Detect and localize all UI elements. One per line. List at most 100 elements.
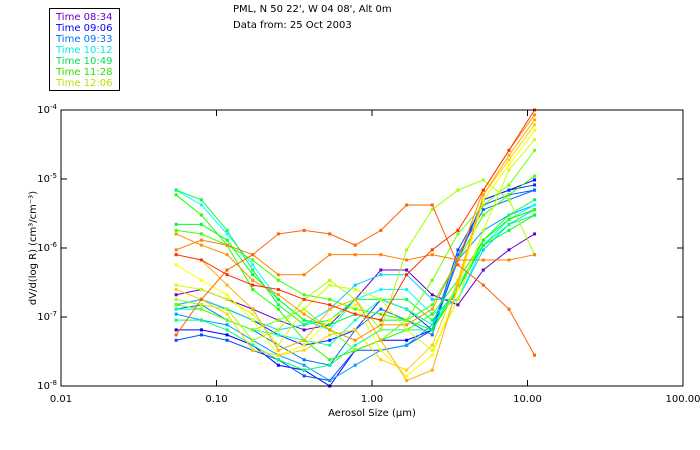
data-point — [251, 288, 255, 292]
data-point — [276, 307, 280, 311]
data-point — [174, 288, 178, 292]
data-point — [456, 258, 460, 262]
data-point — [276, 293, 280, 297]
data-point — [174, 297, 178, 301]
data-point — [507, 228, 511, 232]
data-point — [507, 213, 511, 217]
y-tick-exponent: -7 — [50, 310, 57, 318]
data-point — [353, 297, 357, 301]
data-point — [328, 303, 332, 307]
data-point — [251, 278, 255, 282]
data-point — [174, 222, 178, 226]
series-22 — [174, 238, 537, 277]
data-point — [251, 283, 255, 287]
data-point — [199, 333, 203, 337]
legend-entry: Time 10:12 — [56, 45, 113, 56]
data-point — [533, 128, 537, 132]
data-point — [276, 363, 280, 367]
data-point — [174, 328, 178, 332]
data-point — [379, 323, 383, 327]
data-point — [276, 273, 280, 277]
data-point — [533, 118, 537, 122]
data-point — [302, 312, 306, 316]
data-point — [225, 323, 229, 327]
data-point — [533, 208, 537, 212]
legend: Time 08:34 Time 09:06 Time 09:33 Time 10:12… — [49, 8, 120, 91]
data-point — [430, 203, 434, 207]
data-point — [533, 232, 537, 236]
data-point — [405, 368, 409, 372]
legend-entry: Time 09:33 — [56, 34, 113, 45]
data-point — [225, 293, 229, 297]
data-point — [379, 228, 383, 232]
data-point — [199, 307, 203, 311]
y-tick-label: 10-8 — [37, 379, 57, 392]
data-point — [251, 318, 255, 322]
x-tick-label: 1.00 — [361, 394, 383, 405]
data-point — [430, 353, 434, 357]
data-point — [456, 288, 460, 292]
data-point — [276, 358, 280, 362]
data-point — [456, 248, 460, 252]
series-17 — [174, 138, 537, 352]
data-point — [353, 307, 357, 311]
data-point — [328, 328, 332, 332]
data-point — [225, 318, 229, 322]
data-point — [276, 348, 280, 352]
data-point — [302, 323, 306, 327]
series-line — [176, 209, 535, 346]
data-point — [328, 318, 332, 322]
data-point — [481, 178, 485, 182]
data-point — [225, 238, 229, 242]
data-point — [353, 338, 357, 342]
data-point — [328, 297, 332, 301]
data-point — [174, 263, 178, 267]
data-point — [481, 208, 485, 212]
data-point — [276, 278, 280, 282]
data-point — [507, 222, 511, 226]
series-23 — [174, 203, 537, 357]
data-point — [430, 293, 434, 297]
data-point — [507, 217, 511, 221]
data-point — [379, 312, 383, 316]
data-point — [225, 228, 229, 232]
data-point — [430, 303, 434, 307]
data-point — [533, 253, 537, 257]
data-point — [430, 248, 434, 252]
data-point — [507, 168, 511, 172]
data-point — [405, 374, 409, 378]
data-point — [174, 307, 178, 311]
y-tick-base: 10 — [37, 105, 50, 116]
data-point — [405, 328, 409, 332]
data-point — [481, 213, 485, 217]
data-point — [379, 338, 383, 342]
y-tick-label: 10-5 — [37, 172, 57, 185]
y-tick-label: 10-7 — [37, 310, 57, 323]
data-point — [353, 348, 357, 352]
data-point — [174, 228, 178, 232]
data-point — [174, 318, 178, 322]
data-point — [430, 328, 434, 332]
data-point — [174, 293, 178, 297]
data-point — [533, 138, 537, 142]
data-point — [507, 188, 511, 192]
data-point — [276, 328, 280, 332]
data-point — [481, 243, 485, 247]
data-point — [379, 358, 383, 362]
data-point — [533, 188, 537, 192]
data-point — [328, 338, 332, 342]
legend-entry: Time 08:34 — [56, 12, 113, 23]
data-point — [430, 368, 434, 372]
data-point — [379, 253, 383, 257]
data-point — [302, 228, 306, 232]
data-point — [481, 193, 485, 197]
data-point — [199, 232, 203, 236]
y-tick-exponent: -5 — [50, 172, 57, 180]
data-point — [302, 307, 306, 311]
data-point — [507, 158, 511, 162]
series-18 — [174, 128, 537, 378]
data-point — [174, 248, 178, 252]
legend-entry: Time 09:06 — [56, 23, 113, 34]
data-point — [405, 343, 409, 347]
